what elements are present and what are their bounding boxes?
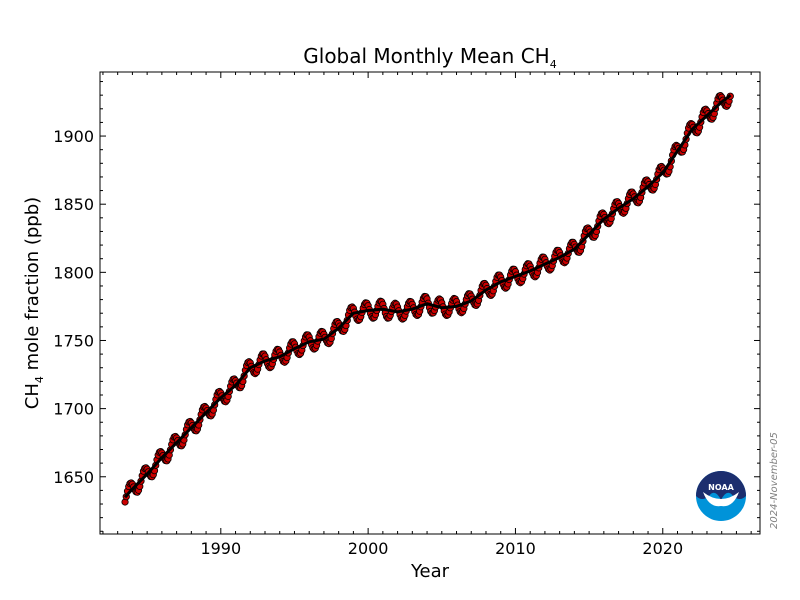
y-tick-label: 1700 <box>53 400 94 419</box>
y-tick-label: 1800 <box>53 263 94 282</box>
x-axis-label: Year <box>410 561 450 582</box>
trend-line <box>123 93 732 499</box>
y-axis: 1650 1700 1750 1800 1850 1900 <box>53 81 760 532</box>
x-tick-label: 2010 <box>495 539 536 558</box>
noaa-logo-icon: NOAA <box>696 471 746 521</box>
y-axis-label-main: CH <box>22 383 43 409</box>
chart-title-subscript: 4 <box>550 58 557 71</box>
noaa-logo-upper <box>696 471 746 500</box>
y-tick-label: 1750 <box>53 331 94 350</box>
noaa-logo-text: NOAA <box>708 483 734 492</box>
chart-title: Global Monthly Mean CH4 <box>303 44 556 71</box>
plot-frame <box>99 71 761 535</box>
noaa-logo-gull <box>703 492 739 507</box>
x-tick-label: 2020 <box>642 539 683 558</box>
x-tick-label: 2000 <box>348 539 389 558</box>
date-stamp: 2024-November-05 <box>769 432 780 529</box>
chart-title-main: Global Monthly Mean CH <box>303 44 549 68</box>
y-axis-label-rest: mole fraction (ppb) <box>22 197 43 376</box>
x-tick-label: 1990 <box>200 539 241 558</box>
y-tick-label: 1850 <box>53 195 94 214</box>
y-tick-label: 1650 <box>53 468 94 487</box>
y-tick-label: 1900 <box>53 127 94 146</box>
y-axis-label-subscript: 4 <box>33 376 46 383</box>
y-axis-label: CH4 mole fraction (ppb) <box>22 197 46 409</box>
data-points <box>121 92 734 506</box>
x-axis: 1990 2000 2010 2020 <box>102 72 752 558</box>
